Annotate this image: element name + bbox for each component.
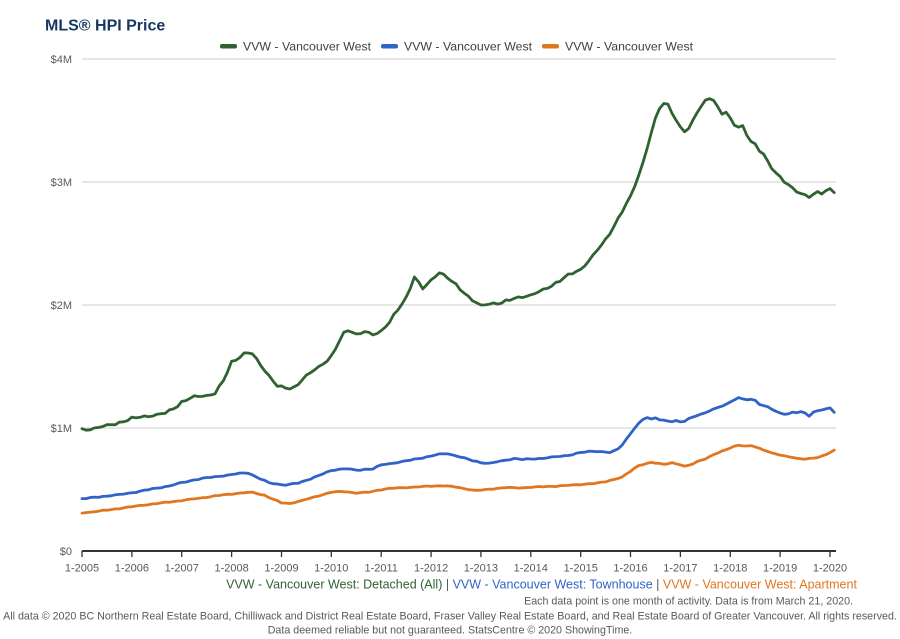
svg-text:1-2016: 1-2016 [613,563,647,575]
svg-text:1-2005: 1-2005 [65,563,99,575]
svg-text:1-2013: 1-2013 [464,563,498,575]
svg-text:VVW - Vancouver West: VVW - Vancouver West [243,40,372,54]
svg-text:MLS® HPI Price: MLS® HPI Price [45,18,165,35]
svg-text:1-2019: 1-2019 [763,563,797,575]
svg-text:$0: $0 [60,546,72,558]
svg-text:1-2010: 1-2010 [314,563,348,575]
svg-text:1-2008: 1-2008 [214,563,248,575]
svg-text:1-2011: 1-2011 [364,563,397,575]
svg-text:1-2017: 1-2017 [663,563,697,575]
svg-text:1-2015: 1-2015 [564,563,598,575]
svg-text:1-2020: 1-2020 [813,563,847,575]
svg-text:All data © 2020 BC Northern Re: All data © 2020 BC Northern Real Estate … [3,611,897,623]
svg-text:1-2014: 1-2014 [514,563,548,575]
svg-text:$3M: $3M [51,177,72,189]
svg-text:VVW - Vancouver West: Detached: VVW - Vancouver West: Detached (All) | V… [226,578,857,592]
svg-text:$1M: $1M [51,423,72,435]
svg-text:1-2018: 1-2018 [713,563,747,575]
svg-text:1-2012: 1-2012 [414,563,448,575]
svg-text:$4M: $4M [51,54,72,66]
svg-text:$2M: $2M [51,300,72,312]
svg-text:1-2009: 1-2009 [264,563,298,575]
svg-text:1-2007: 1-2007 [165,563,199,575]
svg-text:VVW - Vancouver West: VVW - Vancouver West [404,40,533,54]
svg-text:Data deemed reliable but not g: Data deemed reliable but not guaranteed.… [268,625,633,637]
svg-text:1-2006: 1-2006 [115,563,149,575]
svg-text:VVW - Vancouver West: VVW - Vancouver West [565,40,694,54]
svg-text:Each data point is one month o: Each data point is one month of activity… [524,596,853,608]
